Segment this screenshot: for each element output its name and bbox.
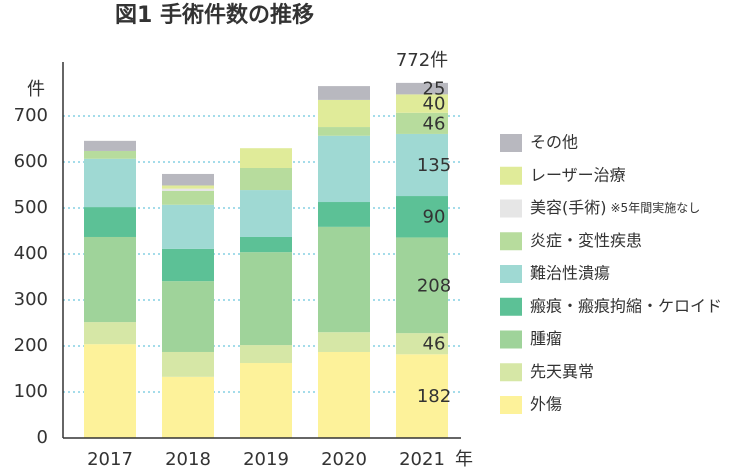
- total-label: 772件: [396, 50, 448, 71]
- bar-segment: [318, 135, 370, 203]
- legend-label: レーザー治療: [530, 165, 626, 184]
- bar-segment: [84, 150, 136, 159]
- bar-segment: [396, 333, 448, 355]
- data-label: 25: [423, 79, 446, 100]
- bar-segment: [240, 363, 292, 438]
- bar-segment: [318, 202, 370, 227]
- bar-segment: [84, 158, 136, 208]
- bar-segment: [396, 196, 448, 238]
- bar-segment: [84, 344, 136, 438]
- data-label: 90: [423, 207, 446, 228]
- bar-segment: [84, 207, 136, 237]
- legend-label: 美容(手術): [530, 198, 607, 217]
- y-tick-label: 300: [14, 289, 48, 310]
- bar-segment: [318, 127, 370, 136]
- x-tick-label: 2021: [399, 449, 445, 470]
- legend-swatch: [500, 265, 522, 283]
- bar-segment: [318, 351, 370, 438]
- x-unit: 年: [455, 449, 473, 470]
- legend-swatch: [500, 297, 522, 316]
- bar-segment: [240, 236, 292, 253]
- bar-segment: [84, 322, 136, 345]
- y-tick-label: 0: [37, 427, 48, 448]
- legend-swatch: [500, 330, 522, 349]
- bar-segment: [318, 99, 370, 128]
- y-tick-label: 200: [14, 335, 48, 356]
- bar-segment: [396, 82, 448, 95]
- data-label: 46: [423, 334, 446, 355]
- bar-segment: [240, 345, 292, 364]
- bar-segment: [240, 190, 292, 237]
- legend-note: ※5年間実施なし: [611, 200, 701, 215]
- legend-label: 先天異常: [530, 362, 594, 381]
- y-tick-label: 600: [14, 151, 48, 172]
- bar-segment: [318, 226, 370, 333]
- bar-segment: [240, 167, 292, 191]
- legend-label: 瘢痕・瘢痕拘縮・ケロイド: [530, 296, 722, 315]
- legend-swatch: [500, 232, 522, 251]
- x-tick-label: 2020: [321, 449, 367, 470]
- bar-segment: [84, 236, 136, 323]
- bar-segment: [396, 112, 448, 134]
- legend-label: 炎症・変性疾患: [530, 231, 642, 250]
- y-axis-label: 件: [27, 79, 45, 100]
- data-label: 46: [423, 113, 446, 134]
- bar-segment: [162, 190, 214, 205]
- bar-segment: [162, 188, 214, 191]
- legend-swatch: [500, 396, 522, 414]
- bar-segment: [396, 354, 448, 438]
- data-label: 208: [417, 275, 451, 296]
- data-label: 135: [417, 155, 451, 176]
- legend-label: 難治性潰瘍: [530, 264, 610, 283]
- data-label: 182: [417, 386, 451, 407]
- y-tick-label: 500: [14, 197, 48, 218]
- bar-segment: [240, 252, 292, 346]
- bar-segment: [162, 248, 214, 282]
- y-tick-label: 700: [14, 105, 48, 126]
- y-tick-label: 100: [14, 381, 48, 402]
- legend-swatch: [500, 166, 522, 185]
- data-label: 40: [423, 94, 446, 115]
- bar-segment: [396, 94, 448, 113]
- x-tick-label: 2019: [243, 449, 289, 470]
- x-tick-label: 2017: [87, 449, 133, 470]
- bar-segment: [162, 351, 214, 377]
- bar-segment: [162, 173, 214, 186]
- bar-segment: [318, 86, 370, 100]
- chart-title: 図1 手術件数の推移: [115, 2, 314, 28]
- bar-segment: [240, 148, 292, 168]
- bar-segment: [84, 140, 136, 151]
- legend-label: その他: [530, 133, 578, 152]
- legend-swatch: [500, 363, 522, 382]
- bar-segment: [396, 237, 448, 334]
- legend-label: 腫瘤: [530, 329, 562, 348]
- legend-swatch: [500, 134, 522, 152]
- bar-segment: [318, 332, 370, 352]
- legend-label: 外傷: [530, 395, 562, 414]
- x-tick-label: 2018: [165, 449, 211, 470]
- bar-segment: [162, 376, 214, 438]
- bar-segment: [162, 281, 214, 352]
- bar-segment: [162, 204, 214, 249]
- bar-segment: [162, 185, 214, 189]
- bar-segment: [396, 133, 448, 197]
- legend-swatch: [500, 199, 522, 218]
- y-tick-label: 400: [14, 243, 48, 264]
